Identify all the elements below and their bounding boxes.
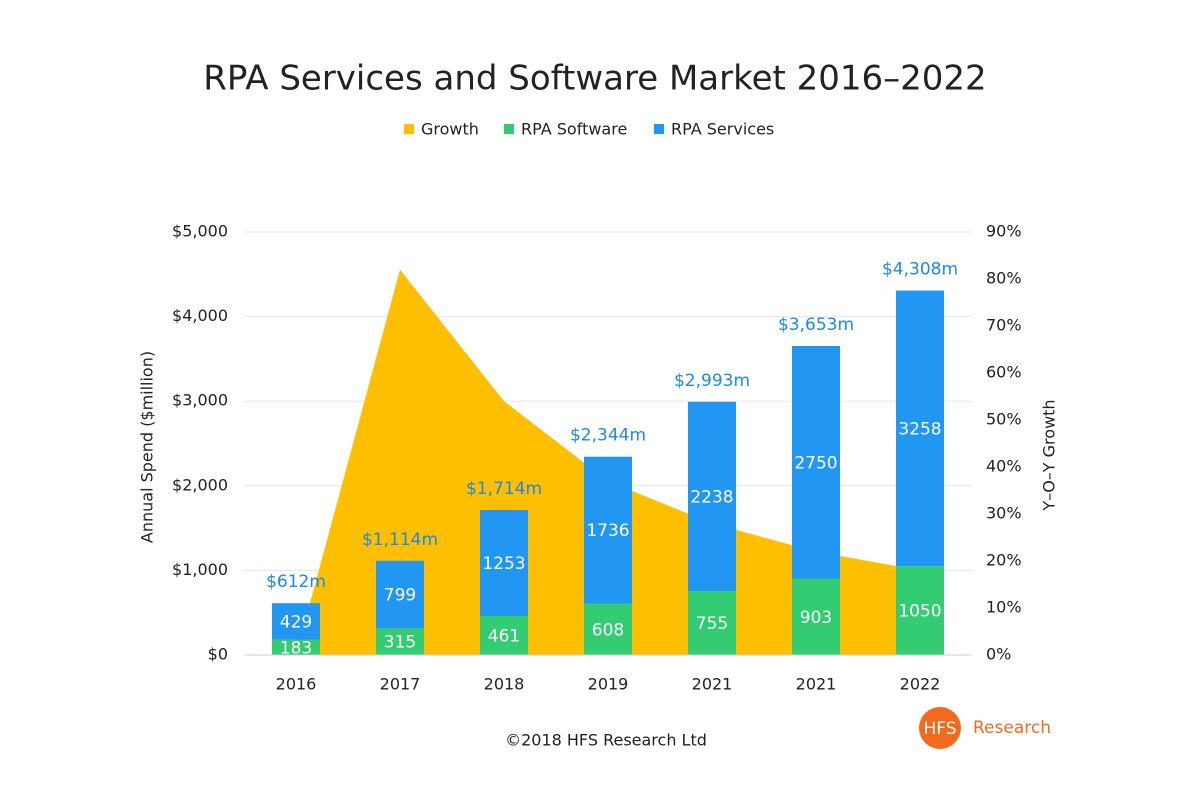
total-label: $4,308m xyxy=(882,260,958,280)
y2-tick-label: 50% xyxy=(986,410,1022,429)
bar-segment xyxy=(896,566,944,655)
bar-segment xyxy=(688,591,736,655)
bar-segment xyxy=(688,401,736,592)
y-tick-label: $2,000 xyxy=(172,475,228,494)
legend-swatch xyxy=(654,124,664,134)
x-tick-label: 2016 xyxy=(276,675,317,694)
y2-tick-label: 90% xyxy=(986,222,1022,241)
bar-segment xyxy=(792,578,840,655)
y2-tick-label: 0% xyxy=(986,645,1011,664)
x-tick-label: 2017 xyxy=(380,675,421,694)
growth-area xyxy=(296,269,920,655)
y2-tick-label: 20% xyxy=(986,551,1022,570)
legend-label: RPA Software xyxy=(521,120,627,139)
y2-tick-label: 40% xyxy=(986,457,1022,476)
bar-segment xyxy=(792,345,840,579)
bar-segment xyxy=(376,560,424,629)
data-label: 1253 xyxy=(482,554,525,574)
x-tick-label: 2018 xyxy=(484,675,525,694)
data-label: 1736 xyxy=(586,521,629,541)
x-tick-label: 2019 xyxy=(588,675,629,694)
legend-swatch xyxy=(504,124,514,134)
data-label: 3258 xyxy=(898,419,941,439)
x-tick-label: 2022 xyxy=(900,675,941,694)
bar-segment xyxy=(584,603,632,655)
y-tick-label: $4,000 xyxy=(172,306,228,325)
bar-segment xyxy=(272,639,320,655)
total-label: $2,344m xyxy=(570,426,646,446)
bar-segment xyxy=(480,615,528,655)
data-label: 2238 xyxy=(690,487,733,507)
total-label: $3,653m xyxy=(778,315,854,335)
bar-segment xyxy=(272,603,320,640)
y2-tick-label: 60% xyxy=(986,363,1022,382)
logo-text: Research xyxy=(973,718,1051,738)
y-tick-label: $3,000 xyxy=(172,391,228,410)
bar-segment xyxy=(376,628,424,655)
y-tick-label: $5,000 xyxy=(172,222,228,241)
logo-mark: HFS xyxy=(923,719,956,739)
total-label: $2,993m xyxy=(674,371,750,391)
total-label: $1,114m xyxy=(362,530,438,550)
y2-tick-label: 10% xyxy=(986,598,1022,617)
footer: ©2018 HFS Research Ltd xyxy=(505,731,707,750)
bar-segment xyxy=(584,456,632,604)
legend-swatch xyxy=(404,124,414,134)
total-label: $1,714m xyxy=(466,479,542,499)
y2-tick-label: 80% xyxy=(986,269,1022,288)
data-label: 903 xyxy=(800,608,832,628)
legend-label: RPA Services xyxy=(671,120,774,139)
bar-segment xyxy=(896,290,944,567)
y-axis-label: Annual Spend ($million) xyxy=(138,351,157,543)
data-label: 315 xyxy=(384,633,416,653)
data-label: 1050 xyxy=(898,602,941,622)
x-tick-label: 2021 xyxy=(796,675,837,694)
data-label: 608 xyxy=(592,620,624,640)
data-label: 461 xyxy=(488,626,520,646)
data-label: 183 xyxy=(280,638,312,658)
bar-segment xyxy=(480,509,528,616)
logo-circle xyxy=(919,707,961,749)
y2-tick-label: 70% xyxy=(986,316,1022,335)
data-label: 799 xyxy=(384,586,416,606)
total-label: $612m xyxy=(266,572,326,592)
x-tick-label: 2021 xyxy=(692,675,733,694)
data-label: 429 xyxy=(280,612,312,632)
data-label: 2750 xyxy=(794,453,837,473)
y2-tick-label: 30% xyxy=(986,504,1022,523)
legend-label: Growth xyxy=(421,120,479,139)
y-tick-label: $1,000 xyxy=(172,560,228,579)
y2-axis-label: Y–O–Y Growth xyxy=(1040,399,1059,511)
y-tick-label: $0 xyxy=(208,645,228,664)
chart-title: RPA Services and Software Market 2016–20… xyxy=(203,59,986,99)
data-label: 755 xyxy=(696,614,728,634)
